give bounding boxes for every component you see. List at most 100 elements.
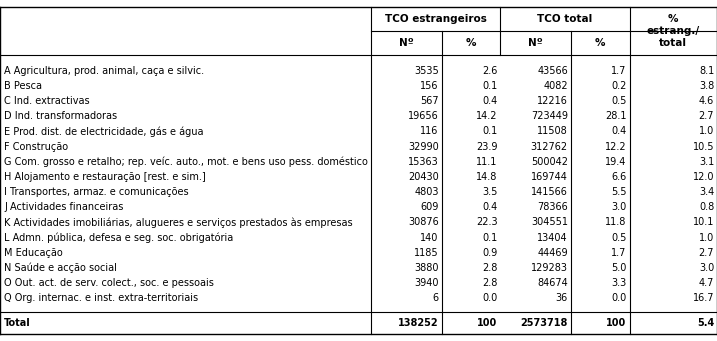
Text: 12.2: 12.2 — [605, 142, 627, 151]
Text: 20430: 20430 — [408, 172, 439, 182]
Text: 141566: 141566 — [531, 187, 568, 197]
Text: 22.3: 22.3 — [476, 218, 498, 227]
Text: 8.1: 8.1 — [699, 66, 714, 76]
Text: 100: 100 — [607, 318, 627, 328]
Text: 138252: 138252 — [398, 318, 439, 328]
Text: B Pesca: B Pesca — [4, 81, 42, 91]
Text: 10.1: 10.1 — [693, 218, 714, 227]
Text: 84674: 84674 — [537, 278, 568, 288]
Text: 11.8: 11.8 — [605, 218, 627, 227]
Text: 11.1: 11.1 — [476, 157, 498, 167]
Text: 1.7: 1.7 — [612, 248, 627, 258]
Text: Total: Total — [4, 318, 31, 328]
Text: 116: 116 — [420, 127, 439, 136]
Text: 3940: 3940 — [414, 278, 439, 288]
Text: 23.9: 23.9 — [476, 142, 498, 151]
Text: 0.8: 0.8 — [699, 202, 714, 212]
Text: K Actividades imobiliárias, alugueres e serviços prestados às empresas: K Actividades imobiliárias, alugueres e … — [4, 217, 353, 228]
Text: 3.0: 3.0 — [699, 263, 714, 273]
Text: 19.4: 19.4 — [605, 157, 627, 167]
Text: 0.5: 0.5 — [612, 233, 627, 242]
Text: TCO estrangeiros: TCO estrangeiros — [385, 14, 487, 24]
Text: 14.2: 14.2 — [476, 111, 498, 121]
Text: 1.7: 1.7 — [612, 66, 627, 76]
Text: 4.7: 4.7 — [699, 278, 714, 288]
Text: 0.0: 0.0 — [612, 293, 627, 303]
Text: L Admn. pública, defesa e seg. soc. obrigatória: L Admn. pública, defesa e seg. soc. obri… — [4, 232, 234, 243]
Text: 43566: 43566 — [537, 66, 568, 76]
Text: 567: 567 — [420, 96, 439, 106]
Text: E Prod. dist. de electricidade, gás e água: E Prod. dist. de electricidade, gás e ág… — [4, 126, 204, 137]
Text: 1.0: 1.0 — [699, 233, 714, 242]
Text: A Agricultura, prod. animal, caça e silvic.: A Agricultura, prod. animal, caça e silv… — [4, 66, 204, 76]
Text: 44469: 44469 — [537, 248, 568, 258]
Text: 12216: 12216 — [537, 96, 568, 106]
Text: %
estrang./
total: % estrang./ total — [647, 14, 700, 48]
Text: 3.3: 3.3 — [612, 278, 627, 288]
Text: 3.8: 3.8 — [699, 81, 714, 91]
Text: I Transportes, armaz. e comunicações: I Transportes, armaz. e comunicações — [4, 187, 189, 197]
Text: 156: 156 — [420, 81, 439, 91]
Text: 5.0: 5.0 — [612, 263, 627, 273]
Text: 30876: 30876 — [408, 218, 439, 227]
Text: 0.9: 0.9 — [483, 248, 498, 258]
Text: 15363: 15363 — [408, 157, 439, 167]
Text: 14.8: 14.8 — [476, 172, 498, 182]
Text: 0.1: 0.1 — [483, 81, 498, 91]
Text: 16.7: 16.7 — [693, 293, 714, 303]
Text: 10.5: 10.5 — [693, 142, 714, 151]
Text: 723449: 723449 — [531, 111, 568, 121]
Text: 3.1: 3.1 — [699, 157, 714, 167]
Text: 3880: 3880 — [414, 263, 439, 273]
Text: 28.1: 28.1 — [605, 111, 627, 121]
Text: 2.6: 2.6 — [483, 66, 498, 76]
Text: 312762: 312762 — [531, 142, 568, 151]
Text: TCO total: TCO total — [537, 14, 593, 24]
Text: 1185: 1185 — [414, 248, 439, 258]
Text: 304551: 304551 — [531, 218, 568, 227]
Text: J Actividades financeiras: J Actividades financeiras — [4, 202, 123, 212]
Text: 4.6: 4.6 — [699, 96, 714, 106]
Text: 3.5: 3.5 — [483, 187, 498, 197]
Text: M Educação: M Educação — [4, 248, 63, 258]
Text: Nº: Nº — [399, 38, 414, 48]
Text: 169744: 169744 — [531, 172, 568, 182]
Text: 0.4: 0.4 — [483, 202, 498, 212]
Text: 4082: 4082 — [543, 81, 568, 91]
Text: 78366: 78366 — [537, 202, 568, 212]
Text: 0.5: 0.5 — [612, 96, 627, 106]
Text: 5.4: 5.4 — [697, 318, 714, 328]
Text: 3.4: 3.4 — [699, 187, 714, 197]
Text: 5.5: 5.5 — [611, 187, 627, 197]
Text: G Com. grosso e retalho; rep. veíc. auto., mot. e bens uso pess. doméstico: G Com. grosso e retalho; rep. veíc. auto… — [4, 157, 368, 167]
Text: 13404: 13404 — [537, 233, 568, 242]
Text: 0.1: 0.1 — [483, 127, 498, 136]
Text: 19656: 19656 — [408, 111, 439, 121]
Text: 100: 100 — [478, 318, 498, 328]
Text: 2.8: 2.8 — [483, 263, 498, 273]
Text: O Out. act. de serv. colect., soc. e pessoais: O Out. act. de serv. colect., soc. e pes… — [4, 278, 214, 288]
Text: 1.0: 1.0 — [699, 127, 714, 136]
Text: Nº: Nº — [528, 38, 543, 48]
Text: 3535: 3535 — [414, 66, 439, 76]
Text: 2573718: 2573718 — [521, 318, 568, 328]
Text: 2.8: 2.8 — [483, 278, 498, 288]
Text: N Saúde e acção social: N Saúde e acção social — [4, 263, 117, 273]
Text: 36: 36 — [556, 293, 568, 303]
Text: 2.7: 2.7 — [698, 111, 714, 121]
Text: 3.0: 3.0 — [612, 202, 627, 212]
Text: H Alojamento e restauração [rest. e sim.]: H Alojamento e restauração [rest. e sim.… — [4, 172, 206, 182]
Text: 0.4: 0.4 — [612, 127, 627, 136]
Text: 0.0: 0.0 — [483, 293, 498, 303]
Text: 0.1: 0.1 — [483, 233, 498, 242]
Text: Q Org. internac. e inst. extra-territoriais: Q Org. internac. e inst. extra-territori… — [4, 293, 199, 303]
Text: 0.4: 0.4 — [483, 96, 498, 106]
Text: 32990: 32990 — [408, 142, 439, 151]
Text: 12.0: 12.0 — [693, 172, 714, 182]
Text: D Ind. transformadoras: D Ind. transformadoras — [4, 111, 118, 121]
Text: 129283: 129283 — [531, 263, 568, 273]
Text: C Ind. extractivas: C Ind. extractivas — [4, 96, 90, 106]
Text: F Construção: F Construção — [4, 142, 68, 151]
Text: 11508: 11508 — [537, 127, 568, 136]
Text: 2.7: 2.7 — [698, 248, 714, 258]
